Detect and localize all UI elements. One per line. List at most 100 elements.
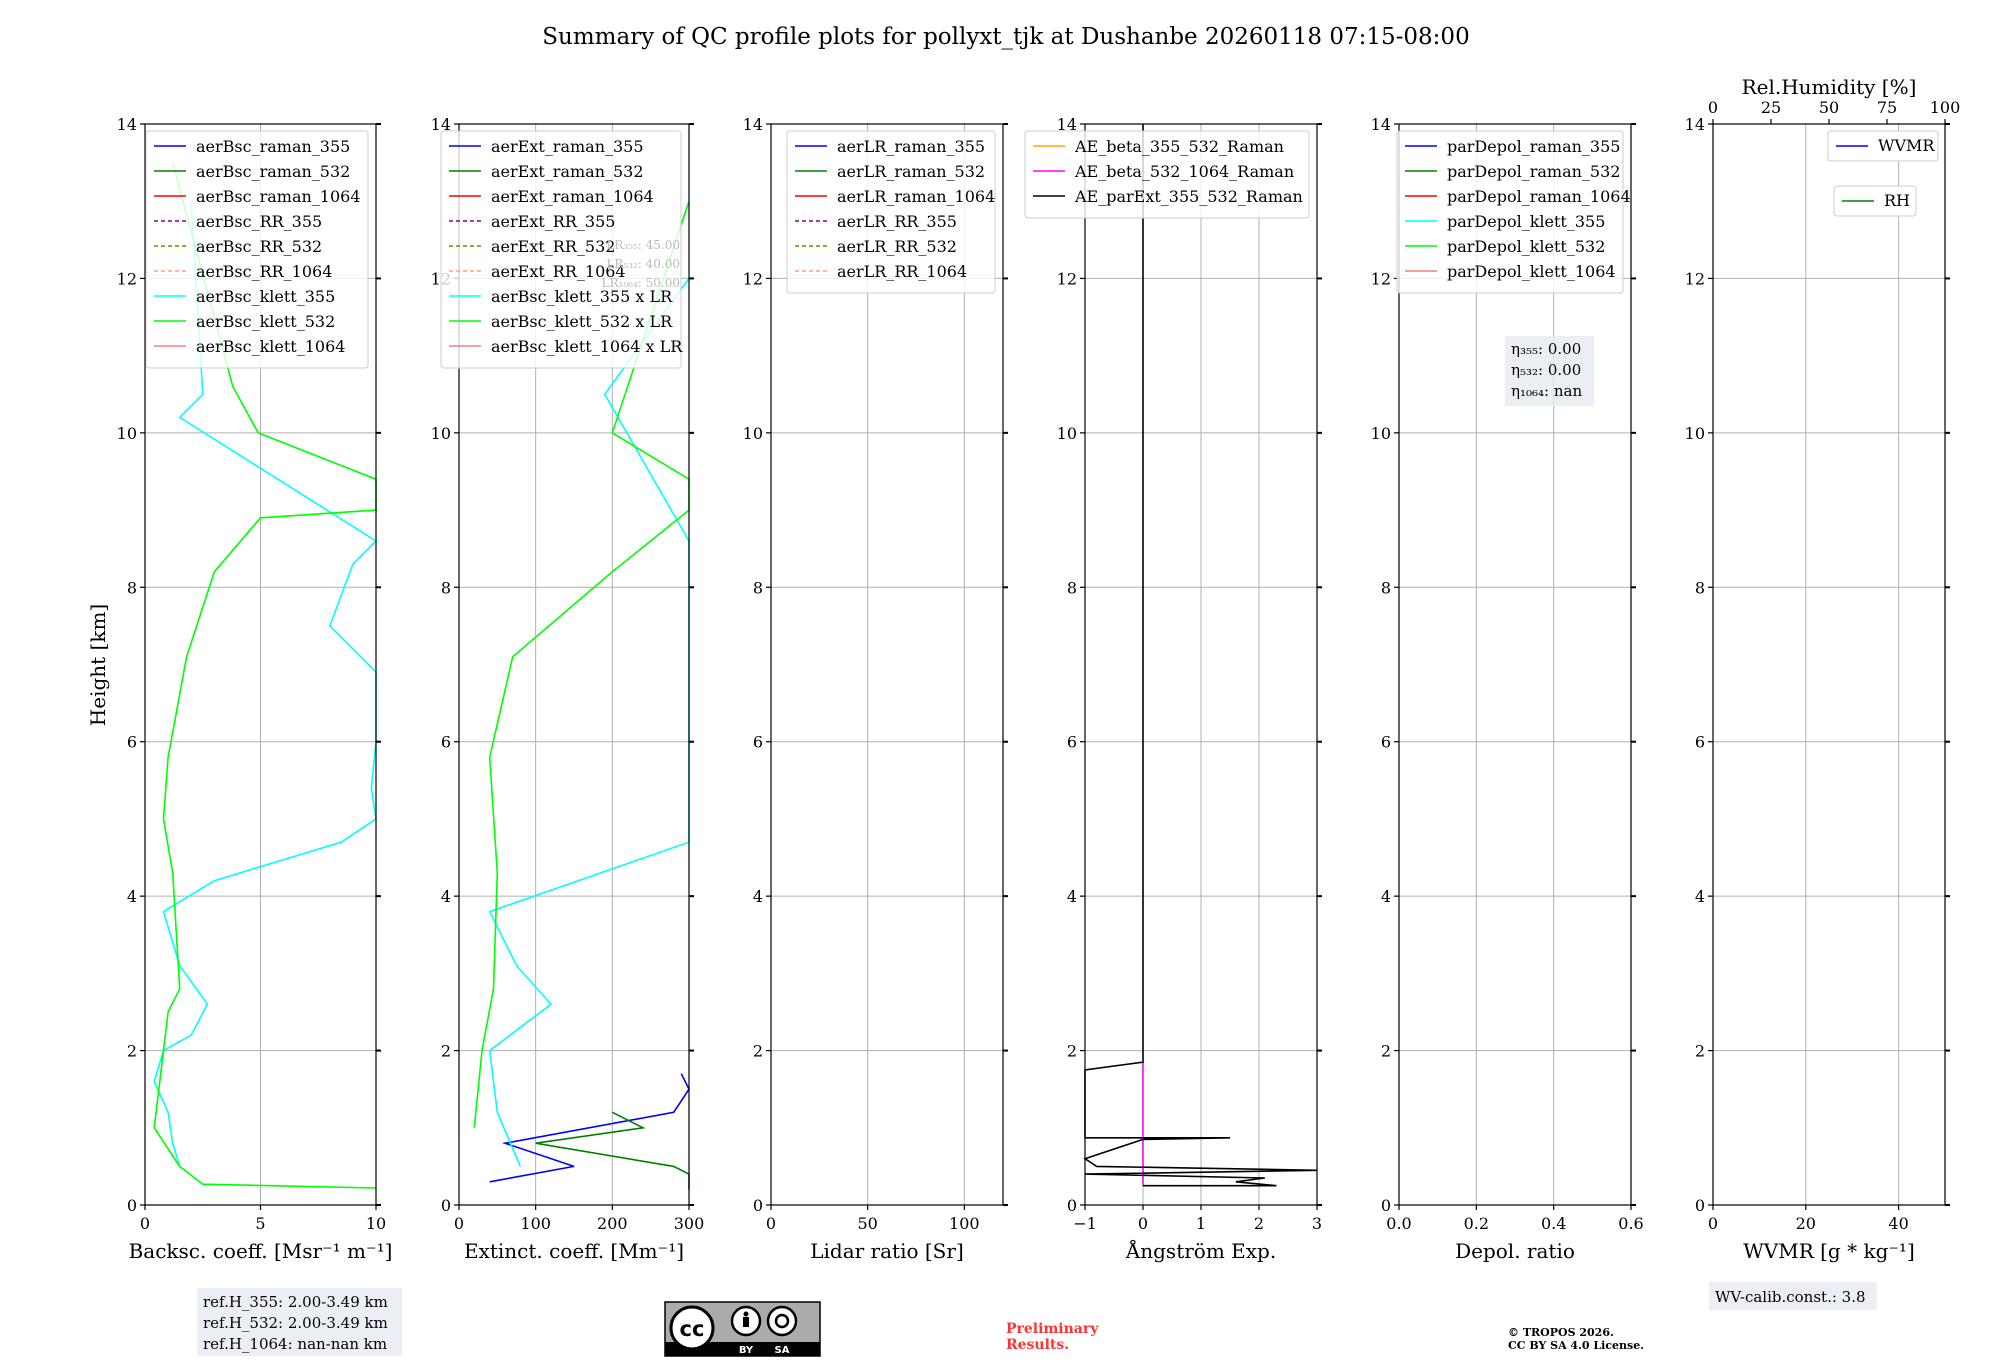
cc-sa-label: SA xyxy=(775,1345,790,1356)
legend-label: aerBsc_raman_1064 xyxy=(196,187,361,206)
y-tick-label: 8 xyxy=(127,578,137,597)
y-tick-label: 10 xyxy=(117,424,137,443)
axes-frame xyxy=(1712,123,1946,1206)
x-tick-label: −1 xyxy=(1073,1214,1097,1233)
series-aerBsc_klett_532 xyxy=(153,162,377,1189)
x-tick-label: 100 xyxy=(520,1214,551,1233)
y-tick-label: 6 xyxy=(127,733,137,752)
eta-value: η₁₀₆₄: nan xyxy=(1511,382,1582,400)
y-tick-label: 0 xyxy=(1695,1196,1705,1215)
y-tick-label: 12 xyxy=(117,269,137,288)
x-axis-label: WVMR [g * kg⁻¹] xyxy=(1743,1239,1915,1263)
x-axis-label: Lidar ratio [Sr] xyxy=(810,1239,964,1263)
x-tick-label: 3 xyxy=(1312,1214,1322,1233)
legend-label: parDepol_raman_1064 xyxy=(1447,187,1631,206)
eta-box-bg xyxy=(1505,336,1594,406)
y-tick-label: 14 xyxy=(1057,115,1077,134)
y-tick-label: 6 xyxy=(441,733,451,752)
y-tick-label: 14 xyxy=(117,115,137,134)
legend-frame xyxy=(1396,130,1624,294)
axes-frame xyxy=(1398,123,1632,1206)
legend-label: RH xyxy=(1884,191,1910,210)
series-AE_parExt_355_532_Raman xyxy=(1083,124,1318,1187)
cc-by-label: BY xyxy=(739,1345,754,1356)
legend-rh: RH xyxy=(1833,185,1917,217)
legend-label: aerBsc_RR_532 xyxy=(196,237,322,256)
x-tick-label: 0 xyxy=(1708,1214,1718,1233)
y-tick-label: 4 xyxy=(1695,887,1705,906)
reference-height-box: ref.H_355: 2.00-3.49 km ref.H_532: 2.00-3… xyxy=(197,1288,402,1356)
x-axis-label: Depol. ratio xyxy=(1455,1239,1575,1263)
y-axis-label: Height [km] xyxy=(86,604,110,726)
y-tick-label: 8 xyxy=(1067,578,1077,597)
legend-label: parDepol_klett_1064 xyxy=(1447,262,1616,281)
y-tick-label: 8 xyxy=(1381,578,1391,597)
x-tick-label: 0.6 xyxy=(1618,1214,1643,1233)
series-aerBsc_klett_355 x LR xyxy=(488,277,690,1167)
figure-title: Summary of QC profile plots for pollyxt_… xyxy=(542,24,1469,50)
y-tick-label: 12 xyxy=(743,269,763,288)
y-tick-label: 2 xyxy=(127,1042,137,1061)
legend-label: aerLR_raman_532 xyxy=(837,162,985,181)
y-tick-label: 0 xyxy=(1381,1196,1391,1215)
top-x-tick-label: 50 xyxy=(1819,98,1839,117)
legend-label: aerBsc_raman_532 xyxy=(196,162,350,181)
top-x-tick-label: 75 xyxy=(1877,98,1897,117)
legend: aerExt_raman_355 aerExt_raman_532 aerExt_r… xyxy=(440,130,683,369)
legend-label: aerBsc_RR_355 xyxy=(196,212,322,231)
y-tick-label: 6 xyxy=(753,733,763,752)
x-tick-label: 200 xyxy=(597,1214,628,1233)
preliminary-notice-line1: Preliminary xyxy=(1006,1321,1099,1337)
x-axis-label: Backsc. coeff. [Msr⁻¹ m⁻¹] xyxy=(129,1239,393,1263)
legend-label: parDepol_raman_532 xyxy=(1447,162,1620,181)
series-aerExt_raman_355 xyxy=(489,1073,690,1183)
x-tick-label: 0 xyxy=(766,1214,776,1233)
y-tick-label: 8 xyxy=(441,578,451,597)
preliminary-notice-line2: Results. xyxy=(1006,1337,1069,1353)
lidar-ratio-label: LR₅₃₂: 40.00 xyxy=(606,257,680,271)
top-x-tick-label: 25 xyxy=(1761,98,1781,117)
top-x-axis-label: Rel.Humidity [%] xyxy=(1742,75,1917,99)
y-tick-label: 0 xyxy=(1067,1196,1077,1215)
legend-label: aerBsc_klett_355 x LR xyxy=(491,287,673,306)
legend: aerLR_raman_355 aerLR_raman_532 aerLR_rama… xyxy=(786,130,996,294)
y-tick-label: 14 xyxy=(743,115,763,134)
y-tick-label: 2 xyxy=(1381,1042,1391,1061)
cc-license-badge[interactable]: cc BY SA xyxy=(664,1301,821,1357)
top-x-tick-label: 0 xyxy=(1708,98,1718,117)
panel-bsc: 0 2 4 6 8 10 12 14 0 5 10 Backsc. coeff. [Msr⁻¹ m⁻¹… xyxy=(117,115,402,1356)
y-tick-label: 10 xyxy=(1371,424,1391,443)
x-tick-label: 20 xyxy=(1796,1214,1816,1233)
legend-label: aerLR_RR_1064 xyxy=(837,262,967,281)
panel-ext: 024681012140100200300Extinct. coeff. [Mm… xyxy=(431,115,705,1263)
y-tick-label: 6 xyxy=(1067,733,1077,752)
wv-calibration-box: WV-calib.const.: 3.8 xyxy=(1709,1282,1877,1310)
y-tick-label: 6 xyxy=(1381,733,1391,752)
y-tick-label: 4 xyxy=(127,887,137,906)
y-tick-label: 8 xyxy=(753,578,763,597)
y-tick-label: 4 xyxy=(753,887,763,906)
y-tick-label: 4 xyxy=(441,887,451,906)
legend-label: aerBsc_klett_1064 xyxy=(196,337,345,356)
legend-label: aerLR_raman_1064 xyxy=(837,187,995,206)
legend-label: aerBsc_RR_1064 xyxy=(196,262,332,281)
legend-label: aerExt_raman_1064 xyxy=(491,187,654,206)
top-x-tick-label: 100 xyxy=(1930,98,1961,117)
x-tick-label: 0 xyxy=(1138,1214,1148,1233)
y-tick-label: 0 xyxy=(753,1196,763,1215)
x-tick-label: 2 xyxy=(1254,1214,1264,1233)
x-tick-label: 40 xyxy=(1888,1214,1908,1233)
legend-label: AE_parExt_355_532_Raman xyxy=(1074,187,1303,206)
legend: aerBsc_raman_355 aerBsc_raman_532 aerBsc_r… xyxy=(145,130,369,369)
axes-frame xyxy=(770,123,1004,1206)
series-aerBsc_klett_532 x LR xyxy=(473,200,690,1128)
x-tick-label: 1 xyxy=(1196,1214,1206,1233)
panel-depol: 0 2 4 6 8 10 12 14 0.0 0.2 0.4 0.6 Depol. ratio parDe… xyxy=(1371,115,1644,1263)
y-tick-label: 2 xyxy=(1695,1042,1705,1061)
y-tick-label: 14 xyxy=(431,115,451,134)
x-tick-label: 50 xyxy=(857,1214,877,1233)
legend-label: AE_beta_355_532_Raman xyxy=(1074,137,1284,156)
y-tick-label: 2 xyxy=(441,1042,451,1061)
